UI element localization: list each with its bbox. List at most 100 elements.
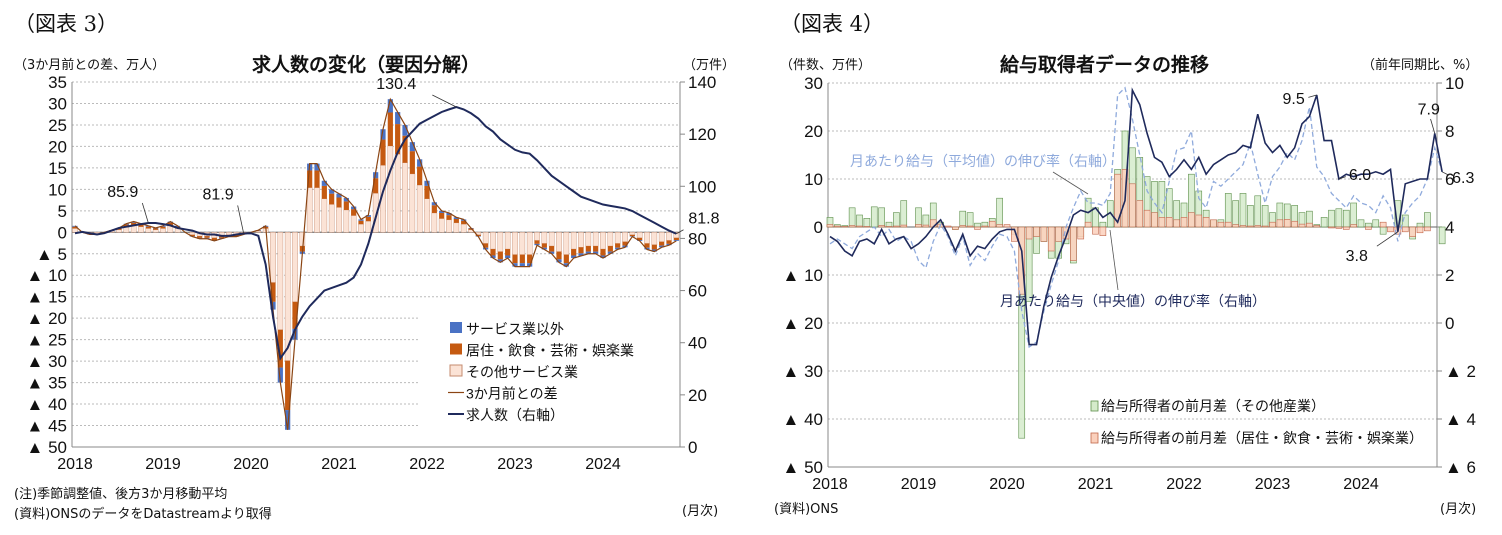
bar-accommodation	[417, 166, 423, 186]
bar-non-service	[593, 251, 599, 254]
median-label-leader	[1109, 229, 1119, 291]
bar-accommodation	[1306, 222, 1313, 228]
y2-tick-label: 40	[688, 334, 707, 353]
x-tick-label: 2021	[321, 456, 357, 473]
annotation-leader	[141, 202, 149, 224]
bar-accommodation	[1165, 217, 1173, 228]
bar-accommodation	[1283, 219, 1291, 228]
legend-swatch	[449, 364, 463, 377]
bar-other-service	[497, 232, 504, 252]
bar-non-service	[402, 124, 408, 136]
bar-other-industries	[1247, 205, 1254, 228]
bar-accommodation	[373, 178, 379, 194]
bar-non-service	[549, 251, 555, 254]
x-tick-label: 2020	[989, 476, 1025, 493]
bar-other-service	[394, 153, 401, 233]
bar-accommodation	[1084, 221, 1092, 228]
bar-other-service	[116, 229, 122, 233]
bar-accommodation	[365, 216, 371, 222]
y2-tick-label: 100	[688, 177, 716, 196]
bar-accommodation	[622, 241, 628, 246]
bar-accommodation	[629, 234, 635, 237]
annotation-leader	[1441, 171, 1450, 176]
bar-accommodation	[153, 228, 159, 230]
bar-accommodation	[292, 301, 298, 329]
bar-accommodation	[1409, 226, 1416, 237]
bar-non-service	[417, 159, 423, 167]
bar-accommodation	[167, 222, 173, 226]
bar-accommodation	[424, 185, 430, 199]
annotation-label: 81.8	[688, 211, 719, 228]
bar-non-service	[571, 255, 577, 259]
y2-tick-label: ▲ 2	[1445, 362, 1476, 381]
bar-non-service	[329, 189, 335, 194]
annotation-leader	[432, 94, 457, 108]
chart-3-note: (注)季節調整値、後方3か月移動平均	[14, 487, 228, 502]
bar-accommodation	[1077, 226, 1085, 240]
annotation-label: 7.9	[1418, 101, 1440, 118]
legend-label: その他サービス業	[466, 364, 578, 380]
y-tick-label: ▲ 35	[27, 374, 67, 393]
bar-accommodation	[380, 139, 386, 166]
bar-accommodation	[922, 224, 930, 228]
bar-accommodation	[1136, 200, 1144, 228]
bar-non-service	[424, 180, 430, 186]
bar-other-service	[658, 232, 665, 242]
bar-other-service	[622, 232, 628, 242]
y-tick-label: 20	[804, 122, 823, 141]
y-tick-label: ▲ 40	[27, 395, 67, 414]
bar-other-service	[446, 219, 452, 233]
y-tick-label: ▲ 30	[783, 362, 823, 381]
bar-accommodation	[1047, 226, 1055, 252]
bar-non-service	[673, 240, 679, 241]
y2-tick-label: ▲ 4	[1445, 410, 1476, 429]
bar-accommodation	[1254, 225, 1262, 228]
bar-accommodation	[556, 251, 562, 260]
bar-other-service	[189, 232, 196, 236]
bar-non-service	[277, 367, 283, 383]
bar-other-industries	[1261, 205, 1269, 228]
y-tick-label: ▲ 45	[27, 417, 67, 436]
bar-accommodation	[1158, 217, 1166, 228]
bar-accommodation	[893, 225, 900, 228]
bar-accommodation	[593, 246, 599, 252]
bar-other-service	[424, 198, 430, 233]
bar-accommodation	[1195, 214, 1203, 228]
bar-non-service	[365, 215, 371, 217]
bar-other-service	[556, 232, 562, 252]
bar-accommodation	[1173, 219, 1180, 228]
bar-accommodation	[468, 228, 474, 230]
bar-accommodation	[321, 185, 327, 199]
y2-tick-label: 4	[1445, 218, 1454, 237]
bar-accommodation	[387, 112, 393, 146]
bar-other-service	[328, 204, 335, 233]
bar-non-service	[453, 217, 459, 219]
bar-other-service	[541, 232, 548, 244]
bar-accommodation	[578, 247, 584, 254]
bar-accommodation	[1092, 226, 1099, 235]
bar-other-industries	[996, 197, 1003, 228]
y-tick-label: ▲ 10	[27, 266, 67, 285]
y-tick-label: 0	[58, 223, 67, 242]
y-tick-label: ▲ 40	[783, 410, 823, 429]
y-tick-label: 25	[48, 116, 67, 135]
bar-other-service	[636, 232, 643, 239]
annotation-label: 3.8	[1346, 248, 1368, 265]
bar-accommodation	[314, 170, 320, 188]
bar-accommodation	[563, 254, 569, 264]
bar-accommodation	[1387, 226, 1394, 233]
bar-other-industries	[1328, 209, 1335, 228]
y-tick-label: ▲ 50	[783, 458, 823, 477]
bar-other-service	[614, 232, 621, 244]
x-tick-label: 2023	[1255, 476, 1291, 493]
x-tick-label: 2022	[1166, 476, 1202, 493]
bar-accommodation	[189, 234, 195, 237]
bar-other-industries	[870, 206, 878, 228]
bar-other-service	[563, 232, 570, 255]
bar-other-service	[460, 223, 467, 233]
bar-accommodation	[848, 225, 856, 228]
bar-accommodation	[439, 212, 445, 219]
annotation-leader	[1308, 94, 1317, 98]
bar-non-service	[585, 251, 591, 254]
